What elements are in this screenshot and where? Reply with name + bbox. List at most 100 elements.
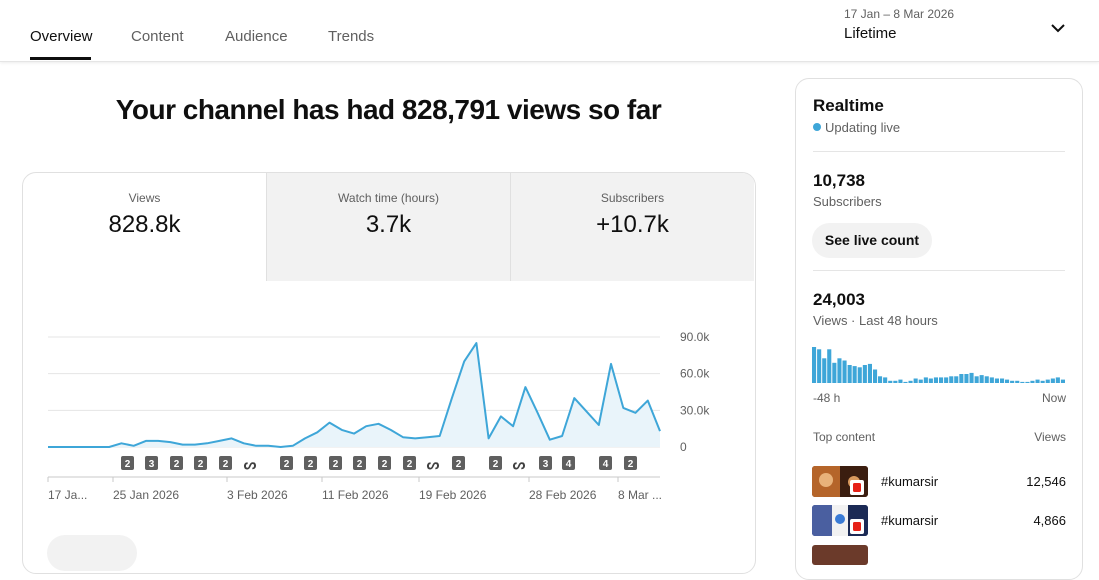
see-live-count-button[interactable]: See live count	[812, 223, 932, 258]
upload-marker	[624, 456, 637, 470]
realtime-bar	[837, 358, 842, 383]
upload-marker	[539, 456, 552, 470]
video-thumbnail	[812, 545, 868, 565]
metric-tab-watch-time[interactable]: Watch time (hours) 3.7k	[267, 173, 510, 281]
live-status: Updating live	[825, 120, 901, 135]
realtime-bar	[817, 349, 822, 383]
metric-label: Views	[128, 191, 161, 205]
divider	[813, 270, 1065, 271]
date-range-text[interactable]: 17 Jan – 8 Mar 2026	[844, 7, 955, 21]
realtime-bar	[979, 375, 984, 383]
upload-marker	[280, 456, 293, 470]
y-tick-label: 30.0k	[680, 403, 710, 417]
metric-value: 3.7k	[365, 211, 412, 238]
realtime-bar	[857, 367, 862, 383]
realtime-bar	[984, 376, 989, 383]
realtime-bar	[1045, 379, 1050, 383]
upload-marker	[304, 456, 317, 470]
views-chart[interactable]: 90.0k 60.0k 30.0k 0 2 3 2 2 2 ᔕ 2 2 2 2 2 2 ᔕ 2 2 ᔕ 3 4 4 2 17 J…	[23, 173, 755, 573]
realtime-bar	[1015, 380, 1020, 383]
upload-marker	[219, 456, 232, 470]
realtime-bar	[989, 377, 994, 383]
date-range-label[interactable]: Lifetime	[844, 25, 897, 42]
upload-marker-label: 2	[284, 459, 290, 470]
upload-marker	[194, 456, 207, 470]
views-48h-label: Views · Last 48 hours	[813, 313, 938, 328]
realtime-bar	[852, 366, 857, 383]
upload-marker-label: 2	[456, 459, 462, 470]
top-content-views: 12,546	[1026, 474, 1066, 489]
realtime-bar	[903, 381, 908, 383]
top-content-views-header: Views	[1034, 430, 1066, 444]
realtime-bar	[1005, 379, 1010, 383]
top-content-item[interactable]: #kumarsir 4,866	[812, 505, 1066, 537]
upload-marker-label: 2	[628, 459, 634, 470]
upload-marker-label: 2	[308, 459, 314, 470]
y-tick-label: 0	[680, 440, 687, 454]
realtime-panel: Realtime Updating live 10,738 Subscriber…	[795, 78, 1083, 580]
live-indicator-icon	[813, 123, 821, 131]
see-more-button[interactable]	[47, 535, 137, 571]
realtime-bar	[1030, 380, 1035, 383]
analytics-card: Views 828.8k Watch time (hours) 3.7k Sub…	[22, 172, 756, 574]
realtime-bar	[822, 358, 827, 383]
upload-marker	[329, 456, 342, 470]
x-tick-label: 17 Ja...	[48, 488, 87, 502]
shorts-icon: ᔕ	[427, 456, 440, 472]
realtime-title: Realtime	[813, 96, 884, 115]
realtime-bar	[898, 379, 903, 383]
realtime-bar	[939, 377, 944, 383]
series-area	[48, 343, 660, 447]
top-content-title: #kumarsir	[881, 513, 939, 528]
upload-marker-label: 2	[333, 459, 339, 470]
realtime-axis-end: Now	[1041, 391, 1066, 405]
upload-marker	[353, 456, 366, 470]
x-tick-label: 8 Mar ...	[618, 488, 662, 502]
realtime-bar	[1050, 378, 1055, 383]
realtime-bar	[933, 377, 938, 383]
series-line	[48, 342, 661, 448]
realtime-bar	[878, 376, 883, 383]
shorts-icon: ᔕ	[513, 456, 526, 472]
realtime-bar	[1020, 381, 1025, 383]
upload-marker-label: 3	[149, 459, 155, 470]
metric-value: +10.7k	[596, 211, 669, 238]
realtime-bar	[862, 365, 867, 383]
realtime-bar	[1060, 379, 1065, 383]
shorts-icon: ᔕ	[244, 456, 257, 472]
x-tick-label: 28 Feb 2026	[529, 488, 597, 502]
chevron-down-icon[interactable]	[1048, 18, 1068, 38]
realtime-bar	[949, 376, 954, 383]
metric-label: Watch time (hours)	[338, 191, 439, 205]
upload-marker-label: 2	[198, 459, 204, 470]
divider	[813, 151, 1065, 152]
tab-overview[interactable]: Overview	[30, 28, 93, 45]
views-48h-count: 24,003	[813, 290, 865, 309]
tab-content[interactable]: Content	[131, 28, 184, 45]
video-thumbnail	[812, 505, 868, 536]
realtime-bar	[908, 380, 913, 383]
realtime-bar	[1035, 379, 1040, 383]
upload-marker	[121, 456, 134, 470]
realtime-bar	[964, 374, 969, 383]
realtime-bar	[1010, 380, 1015, 383]
x-tick-label: 19 Feb 2026	[419, 488, 487, 502]
upload-marker	[403, 456, 416, 470]
video-thumbnail	[812, 466, 868, 497]
page-title: Your channel has had 828,791 views so fa…	[115, 94, 662, 125]
top-content-item[interactable]: #kumarsir 12,546	[812, 466, 1066, 498]
upload-marker-label: 2	[125, 459, 131, 470]
metric-tab-views[interactable]: Views 828.8k	[23, 173, 266, 281]
realtime-bar	[994, 378, 999, 383]
realtime-bar	[928, 378, 933, 383]
upload-marker-label: 4	[566, 459, 572, 470]
tab-trends[interactable]: Trends	[328, 28, 375, 45]
top-content-title: #kumarsir	[881, 474, 939, 489]
realtime-bar	[842, 360, 847, 383]
metric-tab-subscribers[interactable]: Subscribers +10.7k	[511, 173, 754, 281]
realtime-bar	[812, 347, 817, 383]
tab-audience[interactable]: Audience	[225, 28, 288, 45]
upload-marker	[378, 456, 391, 470]
x-tick-label: 3 Feb 2026	[227, 488, 288, 502]
realtime-bar-chart[interactable]	[812, 347, 1066, 383]
